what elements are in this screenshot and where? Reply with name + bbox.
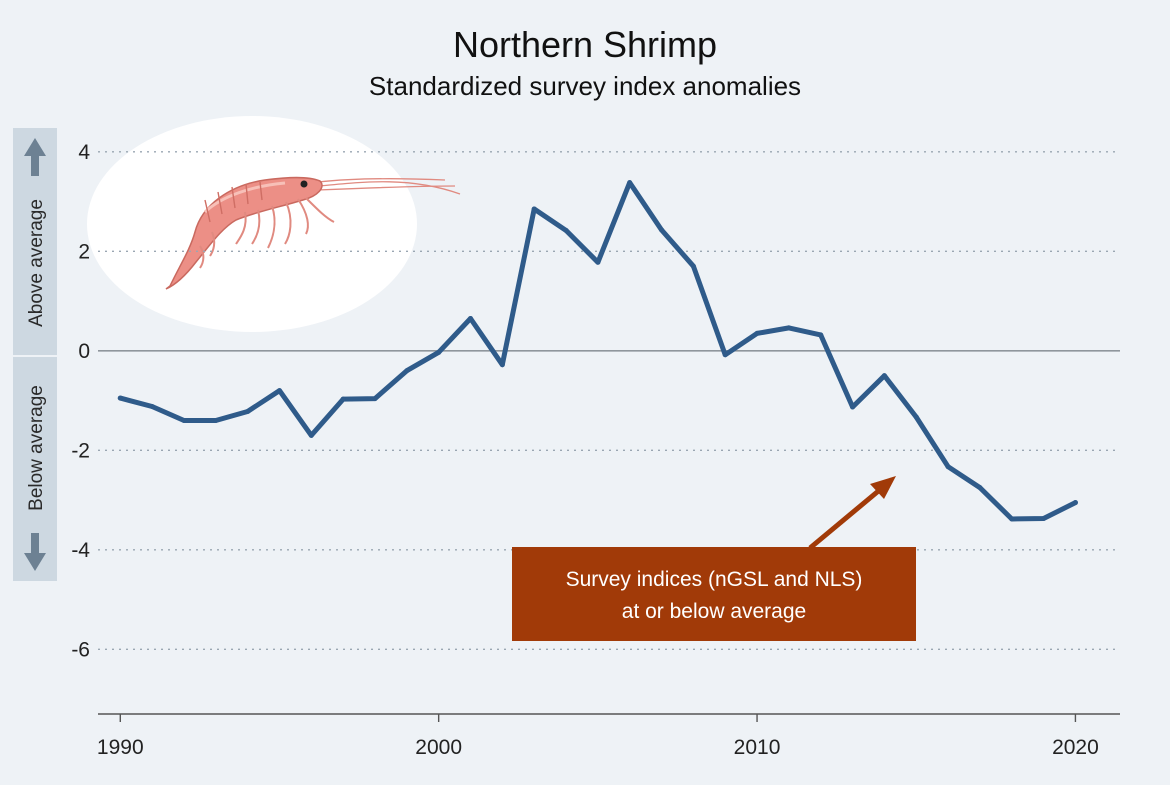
callout-arrow-head: [870, 476, 896, 499]
data-point: [595, 259, 601, 265]
up-arrow-icon: [24, 138, 46, 176]
data-point: [245, 409, 251, 415]
x-axis-ticks: 1990 2000 2010 2020: [97, 714, 1099, 759]
y-tick-label: 4: [78, 141, 90, 164]
data-point: [690, 263, 696, 269]
data-point: [468, 315, 474, 321]
callout-text-line-1: Survey indices (nGSL and NLS): [566, 568, 863, 591]
y-tick-label: -2: [71, 439, 90, 462]
y-tick-label: -4: [71, 539, 90, 562]
x-tick-label: 2010: [734, 736, 781, 759]
data-points: [117, 180, 1078, 522]
x-tick-label: 2000: [415, 736, 462, 759]
data-point: [913, 414, 919, 420]
callout-box: [512, 547, 916, 641]
data-point: [372, 396, 378, 402]
data-point: [722, 352, 728, 358]
y-tick-label: 0: [78, 340, 90, 363]
chart-subtitle: Standardized survey index anomalies: [369, 71, 801, 101]
x-tick-label: 2020: [1052, 736, 1099, 759]
data-point: [818, 332, 824, 338]
data-point: [181, 417, 187, 423]
down-arrow-icon: [24, 533, 46, 571]
chart-title: Northern Shrimp: [453, 24, 717, 65]
data-point: [881, 373, 887, 379]
data-point: [659, 227, 665, 233]
below-average-label: Below average: [26, 385, 47, 511]
data-point: [1009, 516, 1015, 522]
data-point: [754, 330, 760, 336]
x-tick-label: 1990: [97, 736, 144, 759]
side-indicator: Above average Below average: [13, 128, 57, 581]
data-point: [117, 395, 123, 401]
data-point: [563, 227, 569, 233]
data-point: [945, 464, 951, 470]
data-point: [786, 325, 792, 331]
data-point: [531, 206, 537, 212]
data-point: [213, 417, 219, 423]
data-point: [627, 180, 633, 186]
data-point: [850, 404, 856, 410]
data-point: [499, 362, 505, 368]
data-point: [1041, 515, 1047, 521]
data-point: [308, 432, 314, 438]
shrimp-illustration: [87, 116, 461, 332]
callout-text-line-2: at or below average: [622, 600, 806, 623]
y-tick-label: 2: [78, 240, 90, 263]
data-point: [436, 349, 442, 355]
data-point: [977, 485, 983, 491]
above-average-label: Above average: [26, 199, 47, 327]
data-point: [340, 396, 346, 402]
data-point: [1072, 500, 1078, 506]
callout-arrow-shaft: [808, 486, 884, 550]
data-point: [149, 404, 155, 410]
y-axis-ticks: 4 2 0 -2 -4 -6: [71, 141, 90, 662]
data-point: [404, 368, 410, 374]
callout: Survey indices (nGSL and NLS) at or belo…: [512, 476, 916, 641]
y-tick-label: -6: [71, 638, 90, 661]
data-point: [276, 388, 282, 394]
